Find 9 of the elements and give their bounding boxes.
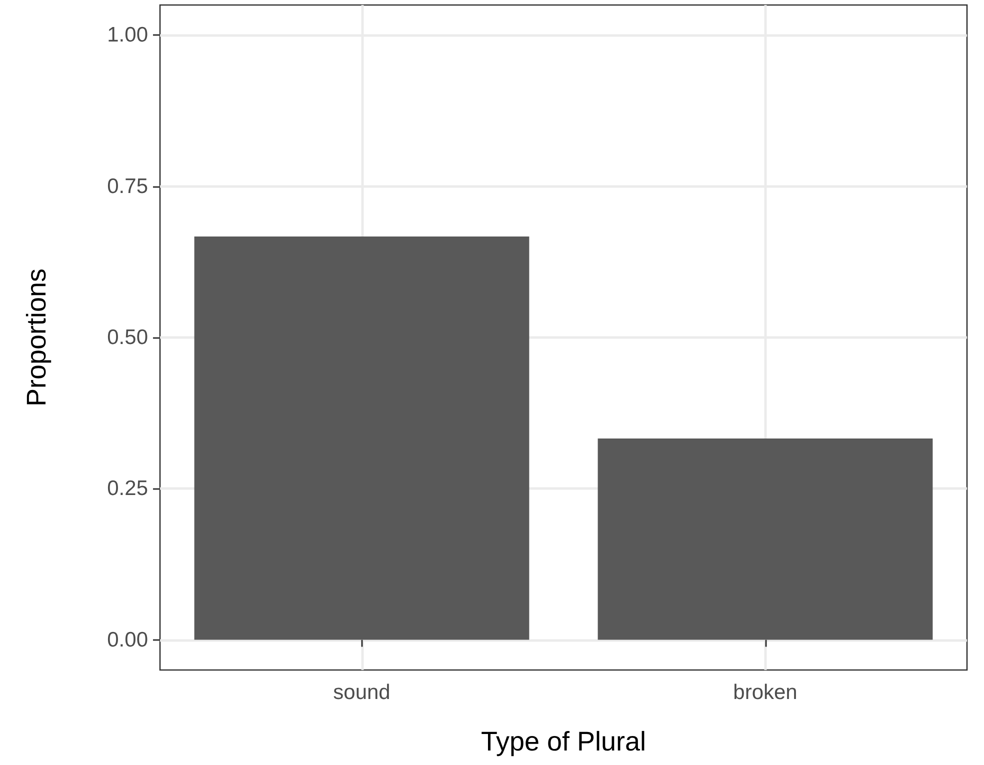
x-tick-label: broken — [733, 681, 798, 704]
y-tick-label: 1.00 — [107, 24, 148, 47]
y-tick-label: 0.00 — [107, 628, 148, 652]
y-tick-label: 0.50 — [107, 326, 148, 349]
x-tick-label: sound — [333, 681, 390, 704]
y-tick-label: 0.25 — [107, 477, 148, 500]
y-axis-title: Proportions — [22, 268, 52, 407]
y-tick-label: 0.75 — [107, 174, 148, 198]
x-axis-title: Type of Plural — [480, 726, 646, 756]
